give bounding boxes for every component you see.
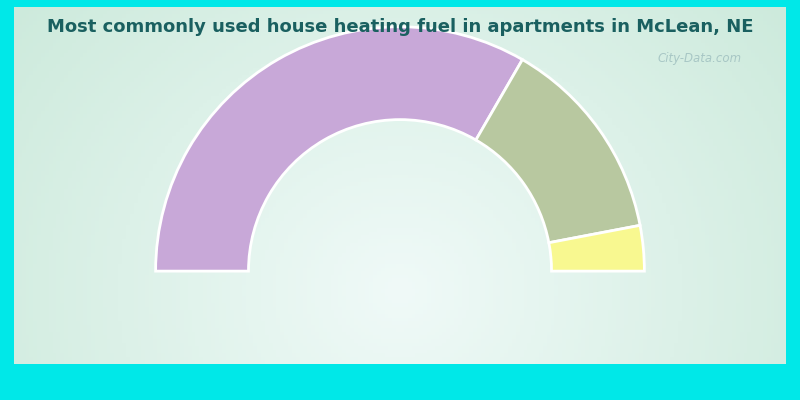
Wedge shape: [156, 27, 522, 271]
Wedge shape: [476, 60, 640, 243]
Text: Most commonly used house heating fuel in apartments in McLean, NE: Most commonly used house heating fuel in…: [46, 18, 754, 36]
Text: City-Data.com: City-Data.com: [658, 52, 742, 65]
Wedge shape: [549, 225, 644, 271]
